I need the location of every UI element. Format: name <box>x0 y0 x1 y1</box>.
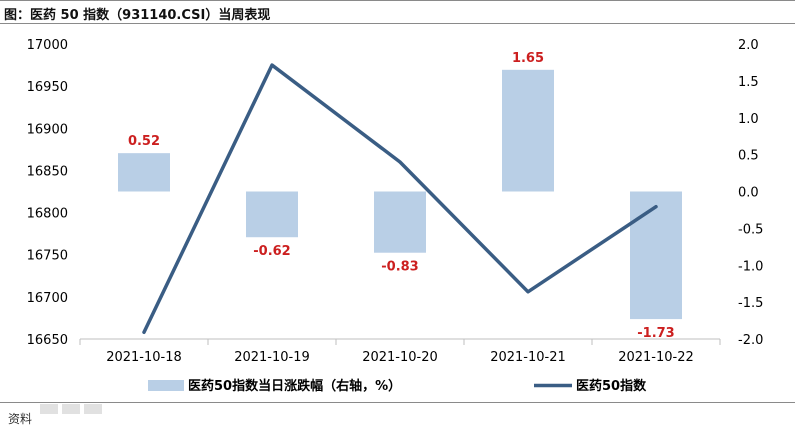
right-axis-tick-label: -2.0 <box>738 333 763 348</box>
x-axis-tick-label: 2021-10-21 <box>490 350 566 365</box>
left-axis-tick-label: 16700 <box>27 291 68 306</box>
right-axis-tick-label: 0.5 <box>738 149 759 164</box>
bar-data-label: 0.52 <box>128 134 160 149</box>
redacted-mark <box>84 404 102 414</box>
legend-line-label: 医药50指数 <box>576 378 647 394</box>
source-label: 资料 <box>8 412 33 426</box>
left-axis-tick-label: 16900 <box>27 122 68 137</box>
right-axis-tick-label: 0.0 <box>738 186 759 201</box>
line-point <box>526 290 530 294</box>
title-bar: 图：医药 50 指数（931140.CSI）当周表现 <box>0 0 795 24</box>
left-axis-tick-label: 16850 <box>27 164 68 179</box>
right-axis-tick-label: -1.0 <box>738 259 763 274</box>
footer: 资料 <box>0 402 795 432</box>
line-point <box>398 160 402 164</box>
chart-title: 图：医药 50 指数（931140.CSI）当周表现 <box>4 8 271 23</box>
bars-group <box>118 69 682 320</box>
x-axis-tick-label: 2021-10-20 <box>362 350 438 365</box>
bar-data-label: -1.73 <box>637 326 674 341</box>
bar-labels-group: 0.52 -0.62 -0.83 1.65 -1.73 <box>128 51 675 341</box>
category-dividers <box>79 339 721 345</box>
bar-data-label: 1.65 <box>512 51 544 66</box>
plot-area: 0.52 -0.62 -0.83 1.65 -1.73 <box>79 51 721 345</box>
right-axis-tick-label: 1.0 <box>738 112 759 127</box>
left-axis-ticks: 17000 16950 16900 16850 16800 16750 16700 16650 <box>27 38 68 348</box>
left-axis-tick-label: 16950 <box>27 80 68 95</box>
x-axis-tick-label: 2021-10-22 <box>618 350 694 365</box>
bar-data-label: -0.62 <box>253 244 290 259</box>
bar <box>502 69 554 192</box>
left-axis-tick-label: 16800 <box>27 207 68 222</box>
line-point <box>142 330 146 334</box>
right-axis-tick-label: 2.0 <box>738 38 759 53</box>
bar <box>630 191 682 320</box>
bar-data-label: -0.83 <box>381 260 418 275</box>
x-axis-ticks: 2021-10-18 2021-10-19 2021-10-20 2021-10-21… <box>106 350 694 365</box>
redacted-mark <box>62 404 80 414</box>
bar <box>246 191 298 238</box>
legend-bar-label: 医药50指数当日涨跌幅（右轴，%） <box>188 378 401 394</box>
legend: 医药50指数当日涨跌幅（右轴，%） 医药50指数 <box>148 378 647 394</box>
line-points-group <box>142 63 658 334</box>
left-axis-tick-label: 16650 <box>27 333 68 348</box>
right-axis-tick-label: -1.5 <box>738 296 763 311</box>
x-axis-tick-label: 2021-10-19 <box>234 350 310 365</box>
legend-bar-swatch <box>148 380 184 391</box>
left-axis-tick-label: 17000 <box>27 38 68 53</box>
chart-svg: 0.52-0.62-0.831.65-1.73 1700016950169001… <box>27 38 764 394</box>
line-point <box>270 63 274 67</box>
left-axis-tick-label: 16750 <box>27 249 68 264</box>
right-axis-tick-label: -0.5 <box>738 222 763 237</box>
x-axis-tick-label: 2021-10-18 <box>106 350 182 365</box>
redacted-mark <box>40 404 58 414</box>
bar <box>118 153 170 192</box>
bar <box>374 191 426 253</box>
right-axis-tick-label: 1.5 <box>738 75 759 90</box>
right-axis-ticks: 2.0 1.5 1.0 0.5 0.0 -0.5 -1.0 -1.5 -2.0 <box>738 38 763 348</box>
line-point <box>654 205 658 209</box>
